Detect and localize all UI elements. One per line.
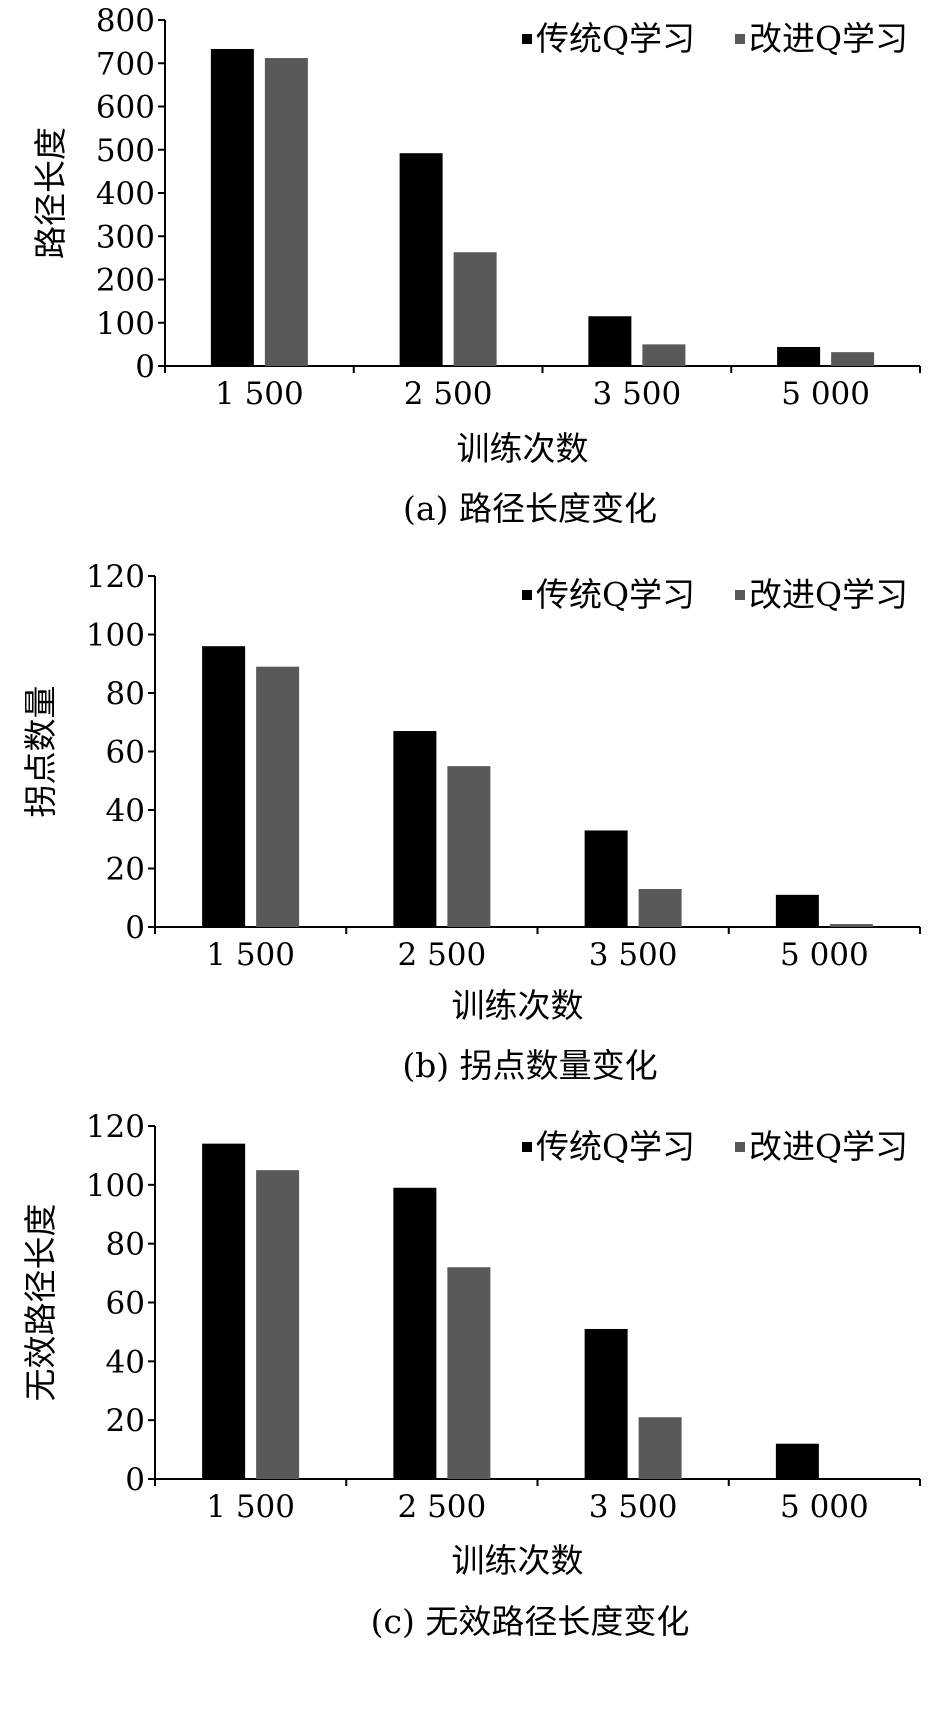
bar-traditional bbox=[202, 1143, 246, 1479]
bar-traditional bbox=[777, 346, 821, 366]
y-tick-label: 500 bbox=[96, 133, 155, 169]
y-tick-label: 60 bbox=[106, 735, 145, 771]
x-tick-label: 3 500 bbox=[589, 937, 678, 973]
x-tick-label: 2 500 bbox=[398, 1489, 487, 1525]
x-tick-label: 2 500 bbox=[404, 376, 493, 412]
y-tick-label: 40 bbox=[106, 793, 145, 829]
x-tick-label: 2 500 bbox=[398, 937, 487, 973]
x-tick-label: 1 500 bbox=[206, 937, 295, 973]
bar-traditional bbox=[588, 316, 632, 366]
legend-swatch-traditional bbox=[522, 1142, 532, 1152]
bar-traditional bbox=[393, 731, 437, 927]
bar-traditional bbox=[584, 1328, 628, 1479]
y-axis-title: 路径长度 bbox=[31, 127, 70, 259]
bar-improved bbox=[447, 766, 491, 927]
bar-traditional bbox=[775, 1443, 819, 1479]
y-tick-label: 20 bbox=[106, 852, 145, 888]
legend-swatch-improved bbox=[735, 34, 745, 44]
x-tick-label: 5 000 bbox=[780, 937, 869, 973]
x-axis-title: 训练次数 bbox=[452, 1541, 584, 1580]
bar-improved bbox=[264, 58, 308, 367]
legend-label-traditional: 传统Q学习 bbox=[536, 19, 695, 58]
bar-improved bbox=[829, 924, 873, 927]
y-tick-label: 80 bbox=[106, 1227, 145, 1263]
bar-improved bbox=[256, 666, 300, 927]
bar-improved bbox=[831, 352, 875, 366]
y-tick-label: 0 bbox=[125, 1462, 145, 1498]
y-axis-title: 拐点数量 bbox=[21, 686, 60, 818]
y-tick-label: 700 bbox=[96, 46, 155, 82]
legend-swatch-improved bbox=[735, 1142, 745, 1152]
y-tick-label: 120 bbox=[86, 1109, 145, 1145]
legend-label-improved: 改进Q学习 bbox=[749, 575, 908, 614]
y-axis-title: 无效路径长度 bbox=[21, 1204, 60, 1402]
legend-swatch-traditional bbox=[522, 34, 532, 44]
bar-traditional bbox=[775, 894, 819, 927]
y-tick-label: 120 bbox=[86, 559, 145, 595]
y-tick-label: 100 bbox=[86, 618, 145, 654]
bar-traditional bbox=[210, 48, 254, 366]
x-tick-label: 3 500 bbox=[593, 376, 682, 412]
bar-traditional bbox=[202, 646, 246, 927]
y-tick-label: 0 bbox=[135, 349, 155, 385]
bar-improved bbox=[453, 252, 497, 366]
y-tick-label: 20 bbox=[106, 1403, 145, 1439]
x-tick-label: 1 500 bbox=[206, 1489, 295, 1525]
legend-label-improved: 改进Q学习 bbox=[749, 19, 908, 58]
y-tick-label: 80 bbox=[106, 676, 145, 712]
y-tick-label: 800 bbox=[96, 3, 155, 39]
y-tick-label: 40 bbox=[106, 1344, 145, 1380]
x-axis-title: 训练次数 bbox=[452, 986, 584, 1025]
x-axis-title: 训练次数 bbox=[457, 429, 589, 468]
bar-traditional bbox=[393, 1187, 437, 1479]
y-tick-label: 400 bbox=[96, 176, 155, 212]
legend-label-traditional: 传统Q学习 bbox=[536, 575, 695, 614]
chart-caption: (a) 路径长度变化 bbox=[403, 489, 657, 528]
bar-improved bbox=[642, 344, 686, 366]
bar-improved bbox=[256, 1170, 300, 1479]
x-tick-label: 1 500 bbox=[215, 376, 304, 412]
legend-label-traditional: 传统Q学习 bbox=[536, 1127, 695, 1166]
bar-improved bbox=[638, 1417, 682, 1479]
y-tick-label: 100 bbox=[86, 1168, 145, 1204]
y-tick-label: 600 bbox=[96, 90, 155, 126]
chart-caption: (c) 无效路径长度变化 bbox=[371, 1602, 690, 1641]
x-tick-label: 5 000 bbox=[781, 376, 870, 412]
y-tick-label: 60 bbox=[106, 1286, 145, 1322]
bar-improved bbox=[447, 1267, 491, 1479]
chart-caption: (b) 拐点数量变化 bbox=[402, 1046, 657, 1085]
legend-swatch-traditional bbox=[522, 590, 532, 600]
y-tick-label: 200 bbox=[96, 263, 155, 299]
x-tick-label: 3 500 bbox=[589, 1489, 678, 1525]
bar-traditional bbox=[584, 830, 628, 927]
y-tick-label: 0 bbox=[125, 910, 145, 946]
x-tick-label: 5 000 bbox=[780, 1489, 869, 1525]
bar-traditional bbox=[399, 153, 443, 366]
bar-improved bbox=[638, 888, 682, 927]
legend-label-improved: 改进Q学习 bbox=[749, 1127, 908, 1166]
y-tick-label: 100 bbox=[96, 306, 155, 342]
legend-swatch-improved bbox=[735, 590, 745, 600]
y-tick-label: 300 bbox=[96, 219, 155, 255]
